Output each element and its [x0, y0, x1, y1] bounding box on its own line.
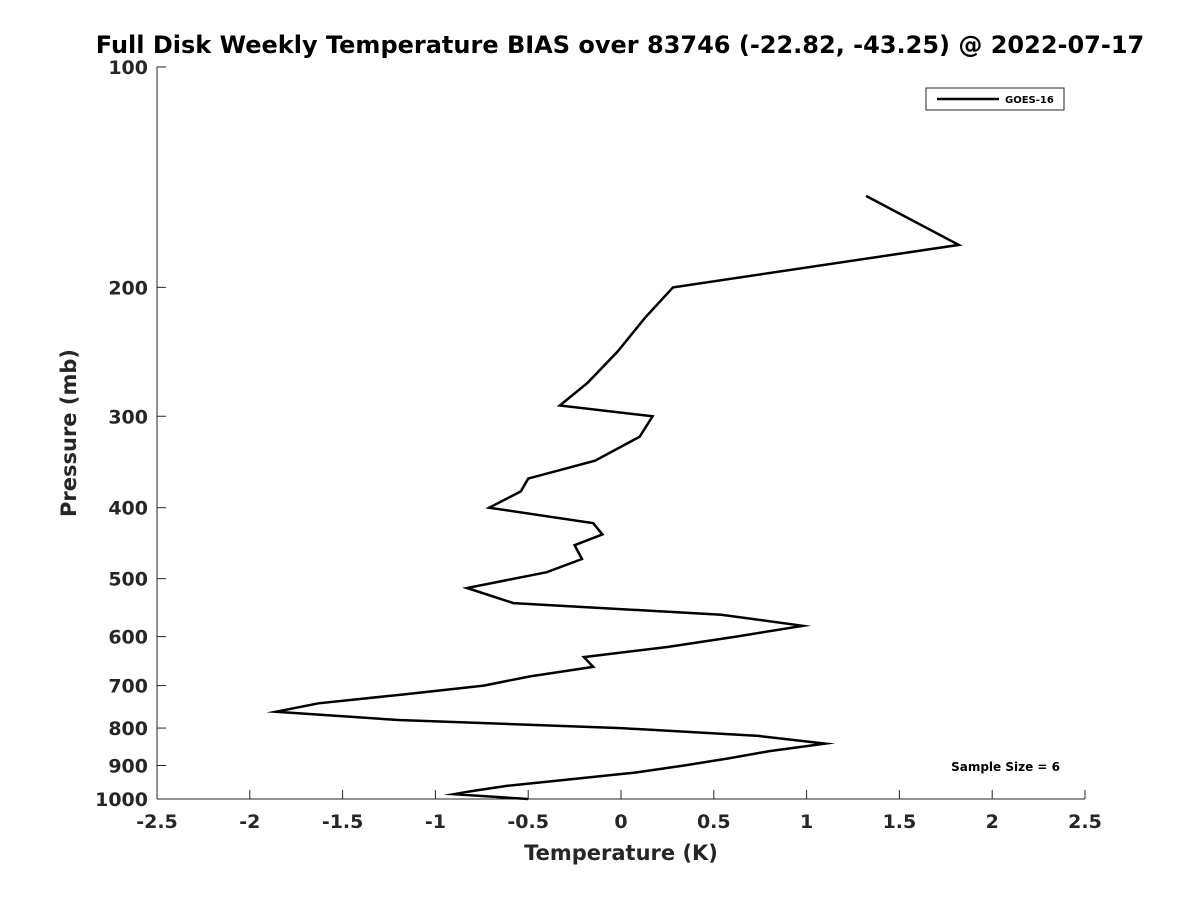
y-tick-label: 400	[108, 498, 148, 520]
legend-label: GOES-16	[1005, 95, 1054, 106]
plot-area-background	[157, 67, 1085, 799]
y-tick-label: 1000	[95, 789, 148, 811]
y-tick-label: 200	[108, 277, 148, 299]
x-ticks: -2.5 -2 -1.5 -1 -0.5 0 0.5 1 1.5 2 2.5	[136, 790, 1102, 833]
y-axis-label: Pressure (mb)	[57, 349, 81, 517]
y-tick-label: 500	[108, 569, 148, 591]
x-tick-label: 0.5	[697, 811, 731, 833]
x-tick-label: 1	[800, 811, 813, 833]
y-ticks: 100 200 300 400 500 600 700 800 900 1000	[95, 57, 166, 811]
x-tick-label: -1	[425, 811, 446, 833]
x-tick-label: 0	[614, 811, 627, 833]
x-tick-label: 2.5	[1068, 811, 1102, 833]
y-tick-label: 900	[108, 756, 148, 778]
y-tick-label: 700	[108, 676, 148, 698]
y-tick-label: 600	[108, 627, 148, 649]
sample-size-annotation: Sample Size = 6	[951, 760, 1060, 774]
x-axis-label: Temperature (K)	[524, 841, 718, 865]
x-tick-label: 2	[986, 811, 999, 833]
y-tick-label: 100	[108, 57, 148, 79]
series-line-goes-16	[266, 194, 963, 801]
plot-area	[157, 67, 1085, 799]
x-tick-label: -1.5	[322, 811, 364, 833]
x-tick-label: -2.5	[136, 811, 178, 833]
x-tick-label: -0.5	[507, 811, 549, 833]
x-tick-label: 1.5	[883, 811, 917, 833]
y-tick-label: 800	[108, 718, 148, 740]
y-tick-label: 300	[108, 406, 148, 428]
series-layer	[266, 194, 963, 801]
legend: GOES-16	[925, 87, 1065, 111]
chart-title: Full Disk Weekly Temperature BIAS over 8…	[96, 31, 1144, 59]
x-tick-label: -2	[239, 811, 260, 833]
